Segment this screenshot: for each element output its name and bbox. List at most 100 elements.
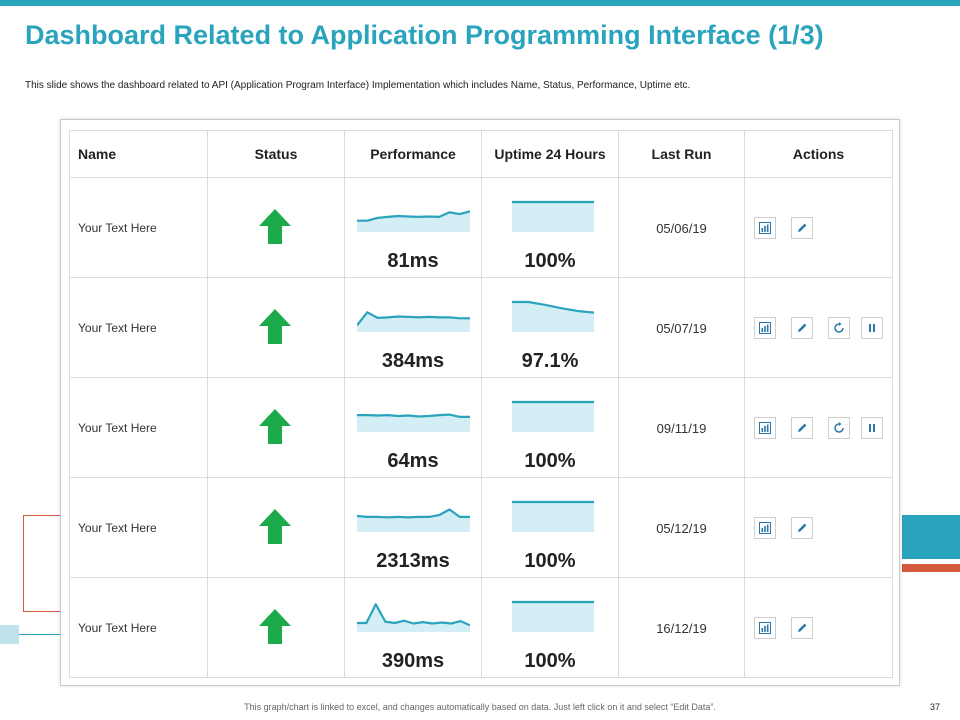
name-cell: Your Text Here xyxy=(69,277,208,378)
uptime-sparkline-area xyxy=(512,402,594,432)
top-accent-bar xyxy=(0,0,960,6)
chart-button[interactable] xyxy=(754,617,776,639)
chart-icon xyxy=(759,522,771,534)
row-name: Your Text Here xyxy=(78,321,157,335)
pause-icon xyxy=(869,324,875,332)
row-name: Your Text Here xyxy=(78,421,157,435)
uptime-sparkline-area xyxy=(512,502,594,532)
table-row: Your Text Here 64ms 100% 09/11/19 xyxy=(69,377,893,478)
uptime-cell: 97.1% xyxy=(481,277,619,378)
last-run-cell: 09/11/19 xyxy=(618,377,745,478)
name-cell: Your Text Here xyxy=(69,477,208,578)
last-run-date: 05/12/19 xyxy=(656,521,707,536)
uptime-sparkline xyxy=(512,500,594,532)
refresh-button[interactable] xyxy=(828,417,850,439)
page-number: 37 xyxy=(930,702,941,712)
row-name: Your Text Here xyxy=(78,521,157,535)
header-name: Name xyxy=(69,130,208,178)
performance-value: 390ms xyxy=(381,650,445,672)
uptime-value: 100% xyxy=(524,450,576,472)
chart-button[interactable] xyxy=(754,317,776,339)
performance-cell: 2313ms xyxy=(344,477,482,578)
performance-sparkline-line xyxy=(357,311,470,326)
chart-icon xyxy=(759,422,771,434)
table-header-row: Name Status Performance Uptime 24 Hours … xyxy=(69,130,893,178)
row-name: Your Text Here xyxy=(78,221,157,235)
uptime-value: 100% xyxy=(524,550,576,572)
edit-icon xyxy=(798,323,807,332)
uptime-sparkline xyxy=(512,300,594,332)
up-arrow-icon xyxy=(259,309,291,344)
performance-sparkline xyxy=(357,210,470,232)
performance-cell: 390ms xyxy=(344,577,482,678)
actions-cell xyxy=(744,277,893,378)
chart-icon xyxy=(759,322,771,334)
up-arrow-icon xyxy=(259,209,291,244)
performance-value: 64ms xyxy=(387,450,439,472)
performance-sparkline xyxy=(357,413,470,432)
table-row: Your Text Here 390ms 100% 16/12/19 xyxy=(69,577,893,678)
table-row: Your Text Here 2313ms 100% 05/12/19 xyxy=(69,477,893,578)
chart-button[interactable] xyxy=(754,417,776,439)
last-run-cell: 05/07/19 xyxy=(618,277,745,378)
performance-sparkline-area xyxy=(357,211,470,232)
last-run-date: 09/11/19 xyxy=(656,421,707,436)
performance-sparkline-line xyxy=(357,603,470,627)
uptime-sparkline xyxy=(512,400,594,432)
edit-button[interactable] xyxy=(791,617,813,639)
refresh-icon xyxy=(834,422,844,433)
refresh-icon xyxy=(834,322,844,333)
performance-sparkline xyxy=(357,311,470,332)
header-performance: Performance xyxy=(344,130,482,178)
uptime-sparkline xyxy=(512,600,594,632)
uptime-sparkline xyxy=(512,200,594,232)
uptime-value: 100% xyxy=(524,250,576,272)
pause-button[interactable] xyxy=(861,417,883,439)
last-run-date: 16/12/19 xyxy=(656,621,707,636)
performance-sparkline-line xyxy=(357,508,470,519)
up-arrow-icon xyxy=(259,409,291,444)
edit-icon xyxy=(798,623,807,632)
name-cell: Your Text Here xyxy=(69,177,208,278)
decorative-blue-square xyxy=(0,625,19,644)
performance-sparkline-area xyxy=(357,414,470,432)
performance-sparkline-area xyxy=(357,604,470,632)
edit-button[interactable] xyxy=(791,217,813,239)
status-cell xyxy=(207,477,345,578)
performance-value: 384ms xyxy=(381,350,445,372)
last-run-date: 05/07/19 xyxy=(656,321,707,336)
chart-button[interactable] xyxy=(754,517,776,539)
row-name: Your Text Here xyxy=(78,621,157,635)
refresh-button[interactable] xyxy=(828,317,850,339)
name-cell: Your Text Here xyxy=(69,377,208,478)
last-run-cell: 16/12/19 xyxy=(618,577,745,678)
pause-icon xyxy=(869,424,875,432)
performance-sparkline xyxy=(357,508,470,532)
chart-icon xyxy=(759,222,771,234)
edit-button[interactable] xyxy=(791,317,813,339)
performance-cell: 81ms xyxy=(344,177,482,278)
dashboard-panel: Name Status Performance Uptime 24 Hours … xyxy=(60,119,900,686)
performance-sparkline-area xyxy=(357,312,470,332)
chart-button[interactable] xyxy=(754,217,776,239)
footer-note: This graph/chart is linked to excel, and… xyxy=(244,702,716,712)
actions-cell xyxy=(744,177,893,278)
actions-cell xyxy=(744,577,893,678)
performance-value: 2313ms xyxy=(376,550,450,572)
pause-button[interactable] xyxy=(861,317,883,339)
uptime-sparkline-line xyxy=(512,300,594,314)
uptime-cell: 100% xyxy=(481,477,619,578)
uptime-sparkline-area xyxy=(512,602,594,632)
decorative-red-strip xyxy=(902,564,960,572)
edit-button[interactable] xyxy=(791,517,813,539)
edit-icon xyxy=(798,223,807,232)
edit-button[interactable] xyxy=(791,417,813,439)
up-arrow-icon xyxy=(259,509,291,544)
status-cell xyxy=(207,577,345,678)
header-uptime: Uptime 24 Hours xyxy=(481,130,619,178)
up-arrow-icon xyxy=(259,609,291,644)
header-status: Status xyxy=(207,130,345,178)
performance-sparkline-area xyxy=(357,509,470,532)
decorative-teal-block xyxy=(902,515,960,559)
uptime-value: 100% xyxy=(524,650,576,672)
